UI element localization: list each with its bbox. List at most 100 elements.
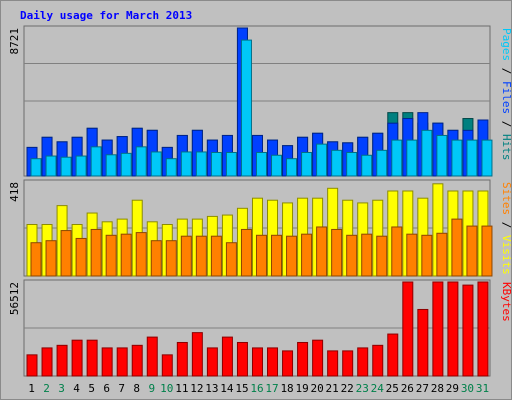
- day-label-28: 28: [431, 382, 444, 395]
- bar-pages-day-2: [45, 155, 57, 177]
- bar-pages-day-5: [90, 146, 102, 177]
- hits-panel: 8721 Pages / Files / Hits: [8, 25, 512, 177]
- bar-kbytes-day-8: [131, 344, 143, 377]
- bar-pages-day-3: [60, 156, 72, 177]
- bar-sites-day-6: [105, 234, 117, 277]
- panel-max-label: 8721: [8, 28, 21, 55]
- bar-kbytes-day-2: [41, 347, 53, 377]
- bar-sites-day-11: [180, 235, 192, 277]
- bar-pages-day-31: [481, 139, 493, 177]
- bar-kbytes-day-6: [101, 347, 113, 377]
- bar-pages-day-7: [120, 152, 132, 177]
- day-label-26: 26: [401, 382, 414, 395]
- panels-layer: 8721 Pages / Files / Hits 418 Sites / Visit…: [8, 25, 512, 377]
- bar-sites-day-12: [195, 235, 207, 277]
- bar-sites-day-28: [436, 232, 448, 277]
- bar-sites-day-1: [30, 242, 42, 277]
- legend-item-pages: Pages: [500, 28, 512, 61]
- day-label-9: 9: [148, 382, 155, 395]
- day-label-10: 10: [160, 382, 173, 395]
- bar-kbytes-day-14: [221, 336, 233, 377]
- day-label-3: 3: [58, 382, 65, 395]
- panel-legend: Pages / Files / Hits: [500, 28, 512, 161]
- bar-sites-day-20: [316, 226, 328, 277]
- day-label-21: 21: [326, 382, 339, 395]
- day-label-2: 2: [43, 382, 50, 395]
- bar-kbytes-day-23: [357, 347, 369, 377]
- chart-title: Daily usage for March 2013: [20, 9, 192, 22]
- bar-kbytes-day-15: [236, 341, 248, 377]
- day-label-30: 30: [461, 382, 474, 395]
- kbytes-panel: 56512 KBytes: [8, 279, 512, 377]
- bar-pages-day-14: [225, 151, 237, 177]
- bar-pages-day-21: [331, 149, 343, 177]
- bar-sites-day-13: [210, 235, 222, 277]
- bar-kbytes-day-13: [206, 347, 218, 377]
- bar-sites-day-19: [301, 233, 313, 277]
- bar-pages-day-17: [271, 154, 283, 177]
- bar-pages-day-13: [210, 151, 222, 177]
- day-label-1: 1: [28, 382, 35, 395]
- day-label-22: 22: [341, 382, 354, 395]
- bar-kbytes-day-24: [372, 344, 384, 377]
- day-label-15: 15: [235, 382, 248, 395]
- day-label-16: 16: [250, 382, 263, 395]
- visits-panel: 418 Sites / Visits: [8, 179, 512, 277]
- panel-legend: Sites / Visits: [500, 182, 512, 275]
- bar-kbytes-day-9: [146, 336, 158, 377]
- bar-sites-day-9: [150, 240, 162, 277]
- bar-sites-day-5: [90, 228, 102, 277]
- bar-pages-day-9: [150, 151, 162, 177]
- bar-kbytes-day-7: [116, 347, 128, 377]
- bar-pages-day-26: [406, 139, 418, 177]
- bar-kbytes-day-4: [71, 339, 83, 377]
- day-label-17: 17: [265, 382, 278, 395]
- bar-kbytes-day-27: [417, 308, 429, 377]
- bar-pages-day-18: [286, 158, 298, 177]
- day-label-13: 13: [205, 382, 218, 395]
- bar-sites-day-2: [45, 240, 57, 277]
- bar-kbytes-day-17: [267, 347, 279, 377]
- bar-kbytes-day-31: [477, 281, 489, 377]
- bar-pages-day-6: [105, 154, 117, 177]
- day-label-6: 6: [103, 382, 110, 395]
- day-label-23: 23: [356, 382, 369, 395]
- bar-sites-day-26: [406, 233, 418, 277]
- legend-item-hits: Hits: [500, 134, 512, 161]
- day-label-5: 5: [88, 382, 95, 395]
- bar-sites-day-4: [75, 237, 87, 277]
- bar-sites-day-25: [391, 226, 403, 277]
- bar-kbytes-day-22: [342, 350, 354, 377]
- bar-sites-day-16: [255, 234, 267, 277]
- bar-sites-day-27: [421, 234, 433, 277]
- bar-sites-day-15: [240, 228, 252, 277]
- panel-max-label: 56512: [8, 282, 21, 315]
- bar-kbytes-day-18: [282, 350, 294, 377]
- bar-sites-day-7: [120, 233, 132, 277]
- bar-pages-day-27: [421, 129, 433, 177]
- bar-kbytes-day-11: [176, 341, 188, 377]
- legend-item-kbytes: KBytes: [500, 282, 512, 322]
- bar-pages-day-16: [255, 151, 267, 177]
- day-axis: 1 2 3 4 5 6 7 8 9 10 11 12 13 14 15 16 17 18 19 20 21 22 23 24 2…: [28, 382, 489, 395]
- bar-sites-day-30: [466, 225, 478, 277]
- bar-kbytes-day-26: [402, 281, 414, 377]
- bar-pages-day-30: [466, 139, 478, 177]
- panel-legend: KBytes: [500, 282, 512, 322]
- bar-kbytes-day-28: [432, 281, 444, 377]
- bar-sites-day-22: [346, 234, 358, 277]
- bar-kbytes-day-3: [56, 344, 68, 377]
- bar-sites-day-17: [271, 234, 283, 277]
- bar-sites-day-3: [60, 230, 72, 277]
- day-label-8: 8: [133, 382, 140, 395]
- bar-pages-day-28: [436, 134, 448, 177]
- legend-item-files: Files: [500, 81, 512, 114]
- bar-pages-day-11: [180, 151, 192, 177]
- bar-pages-day-15: [240, 39, 252, 177]
- day-label-4: 4: [73, 382, 80, 395]
- bar-kbytes-day-30: [462, 284, 474, 377]
- bar-sites-day-18: [286, 235, 298, 277]
- bar-sites-day-21: [331, 228, 343, 277]
- bar-pages-day-29: [451, 139, 463, 177]
- bar-kbytes-day-12: [191, 332, 203, 377]
